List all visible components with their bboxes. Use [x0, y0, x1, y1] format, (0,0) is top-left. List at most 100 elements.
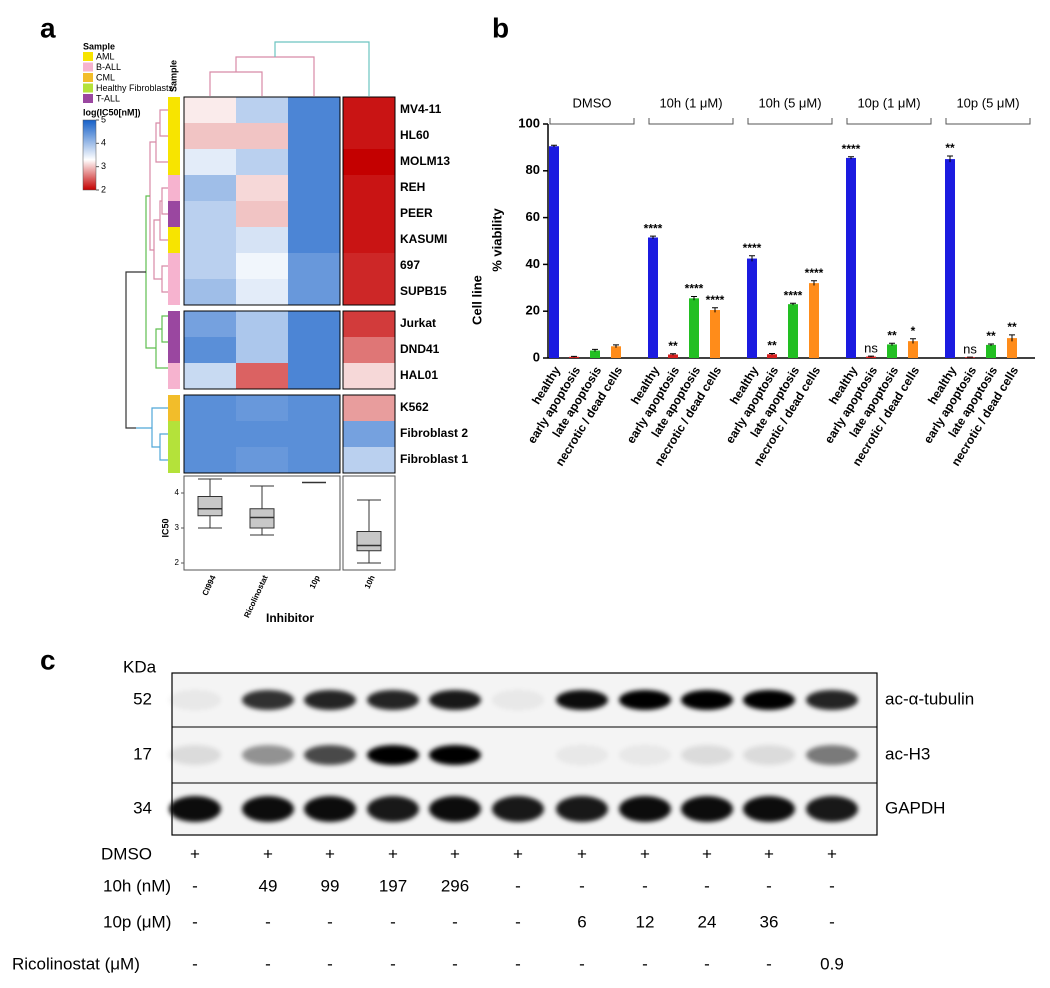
heatmap-cell — [288, 421, 340, 448]
band — [619, 796, 671, 822]
band — [429, 745, 481, 765]
heatmap-cell — [288, 363, 340, 390]
heatmap-cell — [343, 253, 395, 280]
plot-frame — [342, 475, 396, 571]
band — [681, 796, 733, 822]
condition-value: + — [513, 844, 523, 863]
bar — [767, 354, 777, 358]
condition-value: - — [515, 876, 521, 895]
unit-label: KDa — [123, 657, 157, 676]
heatmap-cell — [184, 279, 236, 306]
y-tick-label: 100 — [518, 115, 540, 130]
row-label: Jurkat — [400, 316, 436, 330]
y-tick-label: 4 — [175, 488, 180, 497]
band — [492, 690, 544, 710]
y-tick-label: 80 — [526, 162, 540, 177]
band — [806, 796, 858, 822]
cluster-block — [183, 394, 341, 474]
condition-value: + — [450, 844, 460, 863]
heatmap-cell — [236, 363, 288, 390]
band — [556, 796, 608, 822]
band-size: 52 — [133, 689, 152, 708]
band — [169, 745, 221, 765]
condition-value: - — [192, 912, 198, 931]
condition-value: - — [515, 954, 521, 973]
heatmap-cell — [288, 175, 340, 202]
band — [367, 745, 419, 765]
cluster-block — [183, 96, 341, 306]
significance-label: * — [911, 324, 916, 338]
significance-label: ** — [1007, 320, 1017, 334]
error-bar — [769, 353, 775, 355]
heatmap-cell — [236, 421, 288, 448]
row-label: K562 — [400, 400, 429, 414]
plot-frame — [183, 475, 341, 571]
significance-label: ** — [887, 328, 897, 342]
legend-label: CML — [96, 72, 115, 82]
heatmap-cell — [288, 253, 340, 280]
legend-swatch — [83, 73, 93, 82]
heatmap-cell — [343, 149, 395, 176]
colorbar-title: log(IC50[nM]) — [83, 107, 141, 117]
condition-value: - — [327, 912, 333, 931]
heatmap-cell — [343, 421, 395, 448]
heatmap-cell — [343, 395, 395, 422]
heatmap-cell — [184, 447, 236, 474]
condition-value: + — [190, 844, 200, 863]
x-tick-label: 10h — [363, 574, 377, 590]
legend-swatch — [83, 62, 93, 72]
group-label: 10p (1 μM) — [857, 95, 920, 110]
row-dendrogram — [136, 407, 168, 461]
condition-value: - — [452, 954, 458, 973]
row-label: SUPB15 — [400, 284, 447, 298]
condition-value: - — [704, 876, 710, 895]
legend-label: AML — [96, 51, 115, 61]
bar — [908, 341, 918, 358]
bar — [986, 344, 996, 358]
condition-value: 12 — [636, 912, 655, 931]
heatmap-cell — [236, 395, 288, 422]
heatmap-cell — [184, 395, 236, 422]
band — [242, 690, 294, 710]
sample-annotation — [168, 363, 180, 389]
error-bar — [749, 255, 755, 262]
y-tick-label: 20 — [526, 303, 540, 318]
heatmap-cell — [184, 201, 236, 228]
heatmap-cell — [236, 311, 288, 338]
condition-value: - — [766, 954, 772, 973]
condition-value: - — [327, 954, 333, 973]
box — [197, 496, 223, 517]
significance-label: **** — [805, 266, 824, 280]
band — [681, 745, 733, 765]
significance-label: **** — [743, 241, 762, 255]
condition-value: - — [515, 912, 521, 931]
heatmap-cell — [236, 201, 288, 228]
heatmap-cell — [343, 447, 395, 474]
protein-label: ac-α-tubulin — [885, 689, 974, 708]
bar — [590, 350, 600, 358]
cluster-block — [342, 394, 396, 474]
column-dendrogram — [274, 41, 370, 96]
heatmap-cell — [236, 97, 288, 124]
condition-value: - — [829, 912, 835, 931]
panel-label: c — [40, 644, 56, 675]
error-bar — [571, 355, 577, 358]
error-bar — [712, 307, 718, 313]
error-bar — [670, 353, 676, 356]
error-bar — [551, 144, 557, 148]
row-dendrogram — [149, 109, 168, 293]
panel-label: a — [40, 12, 56, 43]
error-bar — [691, 295, 697, 301]
heatmap-cell — [288, 227, 340, 254]
condition-value: + — [827, 844, 837, 863]
error-bar — [868, 355, 874, 358]
error-bar — [613, 344, 619, 348]
sample-annotation — [168, 253, 180, 279]
heatmap-cell — [184, 97, 236, 124]
significance-label: **** — [644, 221, 663, 235]
heatmap-cell — [184, 337, 236, 364]
heatmap-cell — [288, 311, 340, 338]
condition-value: 6 — [577, 912, 586, 931]
row-dendrogram — [145, 195, 168, 369]
bar — [846, 157, 856, 358]
